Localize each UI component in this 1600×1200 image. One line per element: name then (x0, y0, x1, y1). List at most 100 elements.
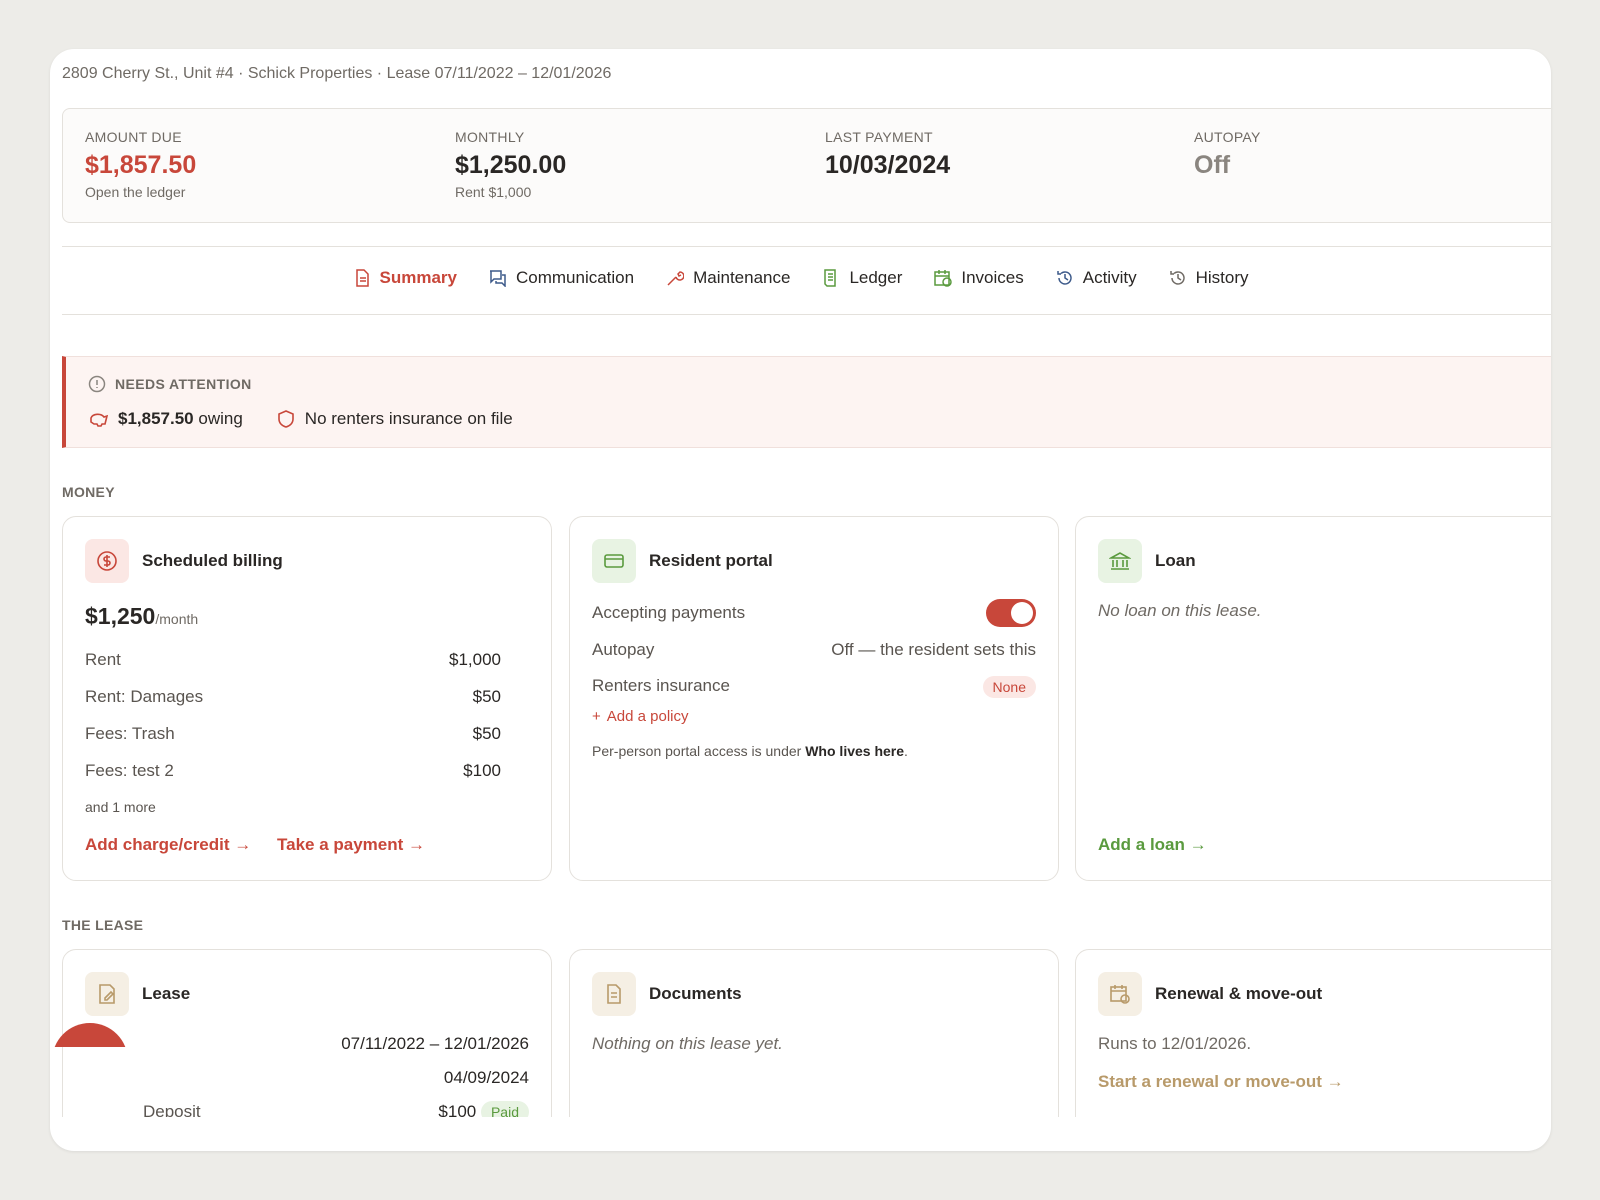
portal-card: Resident portal Accepting payments Autop… (569, 516, 1059, 881)
card-title: Documents (649, 984, 742, 1003)
link[interactable]: Start a renewal or move-out → (1098, 1072, 1344, 1091)
icon (1098, 972, 1142, 1016)
row-value: $1,000 (449, 650, 501, 669)
link[interactable]: Add charge/credit → (85, 835, 252, 854)
lease-row: 04/09/2024 (85, 1068, 529, 1088)
loan-card: Loan No loan on this lease. Add a loan → (1075, 516, 1551, 881)
tab-label: History (1195, 268, 1249, 287)
lease-panel: 2809 Cherry St., Unit #4 · Schick Proper… (50, 49, 1551, 1151)
tab-label: Invoices (961, 268, 1024, 287)
toggle[interactable] (986, 599, 1036, 627)
lease-card: Lease 07/11/2022 – 12/01/2026 04/09/2024… (62, 949, 552, 1117)
card-title: Loan (1155, 551, 1196, 570)
portal-row: Renters insurance None (592, 676, 1036, 698)
icon (592, 539, 636, 583)
row-value: 04/09/2024 (443, 1068, 529, 1087)
attention-banner: NEEDS ATTENTION $1,857.50 owing No rente… (62, 356, 1551, 448)
portal-note: Per-person portal access is under Who li… (592, 743, 908, 759)
attention-title: NEEDS ATTENTION (88, 375, 252, 393)
icon (1098, 539, 1142, 583)
card-title: Lease (142, 984, 191, 1003)
stat-label: LAST PAYMENT (825, 129, 933, 145)
stat: AMOUNT DUE $1,857.50 Open the ledger (85, 129, 196, 200)
stat-label: MONTHLY (455, 129, 525, 145)
stats: AMOUNT DUE $1,857.50 Open the ledger MONTH… (62, 108, 1551, 223)
row-value: $100 (438, 1102, 477, 1117)
attention-title-text: NEEDS ATTENTION (115, 376, 252, 392)
tab-label: Summary (379, 268, 457, 287)
note-end: . (904, 743, 908, 759)
attention-item: $1,857.50 owing (88, 409, 243, 429)
card-title: Renewal & move-out (1155, 984, 1323, 1003)
billing-row: Fees: test 2 $100 (85, 761, 501, 781)
billing-row: Rent: Damages $50 (85, 687, 501, 707)
section-title: THE LEASE (62, 917, 144, 933)
icon (85, 972, 129, 1016)
subtitle: 2809 Cherry St., Unit #4 · Schick Proper… (62, 65, 612, 82)
stat-note[interactable]: Open the ledger (85, 184, 186, 200)
row-value: 07/11/2022 – 12/01/2026 (341, 1034, 529, 1053)
amount: $1,250 (85, 603, 156, 629)
row-label: Fees: test 2 (85, 761, 174, 780)
tab[interactable]: Activity (1056, 268, 1137, 288)
plus-icon: + (592, 708, 601, 725)
icon (85, 539, 129, 583)
panel-content: 2809 Cherry St., Unit #4 · Schick Proper… (50, 49, 1551, 1117)
tab[interactable]: Invoices (934, 268, 1024, 288)
billing-amount: $1,250/month (85, 603, 198, 630)
billing-row: Rent $1,000 (85, 650, 501, 670)
row-value: $50 (472, 687, 501, 706)
tab[interactable]: Communication (489, 268, 634, 288)
add-policy-text: Add a policy (606, 708, 689, 725)
row-label: Fees: Trash (85, 724, 175, 743)
billing-row: Fees: Trash $50 (85, 724, 501, 744)
row-label: Rent (85, 650, 121, 669)
badge: Paid (480, 1101, 529, 1117)
tab[interactable]: History (1169, 268, 1249, 288)
stat: AUTOPAY Off (1194, 129, 1261, 180)
row-label: Rent: Damages (85, 687, 204, 706)
documents-card: Documents Nothing on this lease yet. (569, 949, 1059, 1117)
row-label: Accepting payments (592, 603, 746, 622)
stat-value: 10/03/2024 (825, 151, 951, 179)
tab[interactable]: Maintenance (666, 268, 790, 288)
stat-value: $1,250.00 (455, 151, 567, 179)
tab[interactable]: Ledger (822, 268, 902, 288)
link[interactable]: Add a loan → (1098, 835, 1207, 854)
attention-item: No renters insurance on file (277, 409, 513, 429)
tab-label: Maintenance (693, 268, 791, 287)
stat-value: Off (1194, 151, 1231, 179)
tabs: Summary Communication Maintenance Ledger… (50, 268, 1551, 288)
stat-value: $1,857.50 (85, 151, 197, 179)
stat: LAST PAYMENT 10/03/2024 (825, 129, 950, 180)
toggle-knob (1011, 602, 1033, 624)
row-label: Renters insurance (592, 676, 730, 695)
empty-text: Nothing on this lease yet. (592, 1034, 783, 1053)
tab[interactable]: Summary (353, 268, 457, 288)
empty-text: No loan on this lease. (1098, 601, 1262, 620)
portal-row: Accepting payments (592, 599, 1036, 627)
row-value: $50 (472, 724, 501, 743)
stat-note: Rent $1,000 (455, 184, 532, 200)
lease-row: 07/11/2022 – 12/01/2026 (85, 1034, 529, 1054)
stat: MONTHLY $1,250.00 Rent $1,000 (455, 129, 566, 200)
add-policy[interactable]: + Add a policy (592, 708, 688, 725)
insurance-text: No renters insurance on file (304, 409, 513, 428)
tab-bar (62, 246, 1551, 315)
badge: None (982, 676, 1036, 698)
attention-items: $1,857.50 owing No renters insurance on … (88, 409, 513, 429)
owing-text: owing (198, 409, 243, 428)
row-label: Autopay (592, 640, 655, 659)
tab-label: Communication (515, 268, 635, 287)
tab-label: Ledger (849, 268, 903, 287)
note-link[interactable]: Who lives here (805, 743, 905, 759)
stat-label: AMOUNT DUE (85, 129, 182, 145)
tab-label: Activity (1082, 268, 1137, 287)
stat-label: AUTOPAY (1194, 129, 1261, 145)
card-title: Resident portal (649, 551, 773, 570)
more: and 1 more (85, 799, 156, 815)
owing-amount: $1,857.50 (118, 409, 194, 428)
section-title: MONEY (62, 484, 115, 500)
link[interactable]: Take a payment → (277, 835, 426, 854)
